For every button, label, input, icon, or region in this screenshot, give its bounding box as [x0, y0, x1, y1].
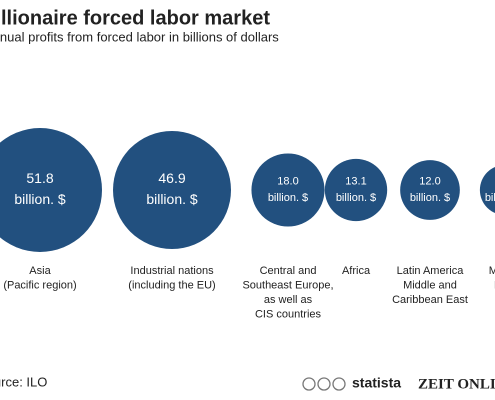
category-label: Asia: [29, 265, 51, 277]
category-label: Southeast Europe,: [242, 279, 333, 291]
value-label: 46.9: [158, 170, 185, 186]
category-label: Africa: [342, 265, 371, 277]
unit-label: billion. $: [336, 192, 376, 204]
category-label: CIS countries: [255, 308, 322, 320]
bubble: [400, 160, 460, 220]
unit-label: billion. $: [410, 192, 450, 204]
brand-statista: statista: [352, 375, 401, 391]
category-label: Caribbean East: [392, 294, 468, 306]
unit-label: billion. $: [14, 191, 66, 207]
bubble: [479, 166, 495, 214]
unit-label: billion. $: [485, 192, 495, 204]
category-label: (Pacific region): [3, 279, 76, 291]
unit-label: billion. $: [146, 191, 198, 207]
chart-title: Billionaire forced labor market: [0, 7, 270, 29]
bubble: [251, 153, 325, 227]
bubble: [113, 131, 231, 249]
category-label: Latin America: [397, 265, 465, 277]
bubble: [324, 158, 388, 222]
value-label: 51.8: [26, 170, 53, 186]
category-label: Middle and: [403, 279, 457, 291]
value-label: 12.0: [419, 176, 440, 188]
value-label: 18.0: [277, 176, 298, 188]
category-label: Central and: [260, 265, 317, 277]
source: Source: ILO: [0, 374, 47, 389]
category-label: (including the EU): [128, 279, 215, 291]
category-label: East: [494, 279, 495, 291]
category-label: Industrial nations: [130, 265, 214, 277]
license-icons: [302, 377, 346, 391]
bubble: [0, 128, 102, 252]
category-label: Middle: [489, 265, 495, 277]
chart-subtitle: Annual profits from forced labor in bill…: [0, 29, 279, 44]
unit-label: billion. $: [268, 192, 308, 204]
category-label: as well as: [264, 294, 313, 306]
value-label: 13.1: [345, 176, 366, 188]
brand-zeit: ZEIT ONLINE: [418, 376, 495, 392]
